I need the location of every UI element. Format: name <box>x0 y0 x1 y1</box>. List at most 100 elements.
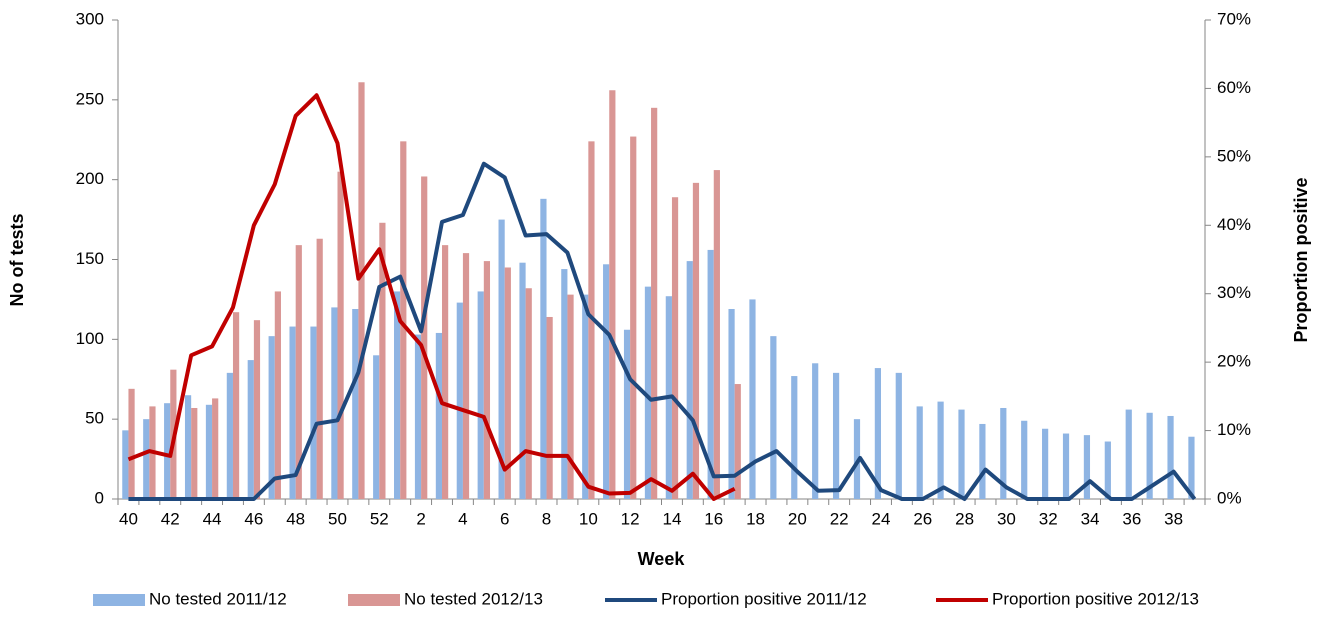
legend-swatch <box>93 594 145 606</box>
bar <box>143 419 150 499</box>
bar <box>519 262 526 499</box>
bar <box>1146 412 1153 499</box>
bar <box>1125 409 1132 499</box>
y2-tick-label: 30% <box>1217 283 1251 302</box>
x-tick-label: 30 <box>997 509 1016 528</box>
bar <box>567 294 574 499</box>
bar <box>414 334 422 499</box>
y2-tick-label: 50% <box>1217 146 1251 165</box>
bar <box>232 312 240 499</box>
x-tick-label: 32 <box>1039 509 1058 528</box>
y-tick-label: 200 <box>76 169 104 188</box>
bar <box>588 141 595 499</box>
bar <box>707 249 714 499</box>
bar <box>289 326 296 499</box>
line <box>127 93 736 501</box>
x-tick-label: 40 <box>119 509 138 528</box>
x-tick-label: 12 <box>621 509 640 528</box>
bar <box>692 182 700 500</box>
bar <box>184 395 192 499</box>
legend-label: Proportion positive 2012/13 <box>992 589 1199 608</box>
x-tick-label: 34 <box>1081 509 1100 528</box>
bar <box>462 253 470 499</box>
bar <box>651 107 658 500</box>
bar <box>352 308 359 499</box>
bar <box>268 336 275 499</box>
bar <box>379 222 386 499</box>
line <box>128 161 1197 501</box>
x-tick-label: 22 <box>830 509 849 528</box>
bar <box>212 398 219 499</box>
bar <box>456 302 463 499</box>
bar <box>1021 420 1028 499</box>
bar <box>400 141 407 499</box>
bar <box>1062 433 1070 499</box>
y-tick-label: 100 <box>76 329 104 348</box>
y-axis-title: No of tests <box>7 213 27 306</box>
y2-tick-label: 0% <box>1217 488 1242 507</box>
bar <box>812 363 819 499</box>
bar <box>623 329 631 499</box>
bar <box>310 326 317 499</box>
bar <box>191 407 198 499</box>
bar <box>504 267 511 499</box>
bar <box>525 288 532 499</box>
y-tick-label: 250 <box>76 89 104 108</box>
bar <box>247 360 254 499</box>
x-tick-label: 42 <box>161 509 180 528</box>
bar <box>295 245 302 499</box>
bar <box>582 294 589 499</box>
bar <box>373 355 380 499</box>
bar <box>728 308 735 499</box>
bar <box>128 388 135 499</box>
x-tick-label: 24 <box>872 509 891 528</box>
bar <box>561 269 568 499</box>
x-tick-label: 36 <box>1122 509 1141 528</box>
bar <box>937 401 944 499</box>
bar <box>734 384 741 499</box>
y2-tick-label: 60% <box>1217 78 1251 97</box>
y2-tick-label: 20% <box>1217 352 1251 371</box>
x-tick-label: 44 <box>203 509 222 528</box>
x-tick-label: 26 <box>913 509 932 528</box>
y-tick-label: 0 <box>95 488 104 507</box>
bar <box>874 368 881 499</box>
bar <box>540 198 547 499</box>
x-tick-label: 18 <box>746 509 765 528</box>
y2-axis-title: Proportion positive <box>1291 177 1311 342</box>
x-tick-label: 48 <box>286 509 305 528</box>
x-axis-title: Week <box>638 549 686 569</box>
x-tick-label: 20 <box>788 509 807 528</box>
bar <box>122 430 129 499</box>
legend-label: Proportion positive 2011/12 <box>661 589 867 608</box>
bar <box>546 316 553 499</box>
bar <box>316 238 323 499</box>
bar <box>671 197 679 500</box>
y-tick-label: 50 <box>85 409 104 428</box>
bar <box>358 82 365 500</box>
bar <box>791 376 798 499</box>
bar <box>1042 428 1049 499</box>
y-tick-label: 150 <box>76 249 104 268</box>
bar <box>226 372 233 499</box>
bar <box>337 171 344 499</box>
x-tick-label: 38 <box>1164 509 1183 528</box>
bar <box>1000 407 1007 499</box>
bar <box>477 291 484 499</box>
x-tick-label: 8 <box>542 509 551 528</box>
bar <box>394 291 401 499</box>
bar <box>1188 436 1195 499</box>
bar <box>164 403 171 499</box>
legend-swatch <box>348 594 400 606</box>
bar <box>421 176 428 499</box>
y-tick-label: 300 <box>76 9 104 28</box>
bar <box>770 336 777 499</box>
bar <box>1167 415 1174 499</box>
x-tick-label: 14 <box>662 509 681 528</box>
bar <box>205 404 213 499</box>
bar <box>609 90 616 500</box>
bar <box>713 170 720 499</box>
bar <box>331 307 338 499</box>
bar <box>749 299 756 499</box>
